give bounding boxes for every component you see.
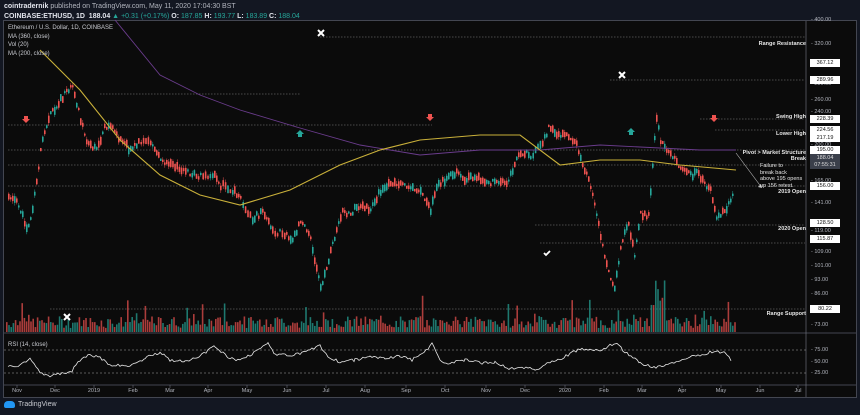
x-tick-label: Jul <box>794 388 802 394</box>
y-tick-label: - 260.00 <box>811 97 832 103</box>
low-value: 183.89 <box>245 13 268 20</box>
x-tick-label: Sep <box>401 388 411 394</box>
label-pivot-break: Break <box>790 156 806 162</box>
y-tick-label: - 400.00 <box>811 17 832 23</box>
x-tick-label: Aug <box>360 388 370 394</box>
label-2019-open: 2019 Open <box>778 189 806 195</box>
label-lower-high: Lower High <box>776 131 806 137</box>
note-line: Failure to <box>760 163 783 169</box>
y-tick-label: - 165.00 <box>811 178 832 184</box>
x-icon <box>63 313 71 321</box>
legend-volume[interactable]: Vol (20) <box>8 42 29 48</box>
open-value: 187.85 <box>181 13 203 20</box>
check-icon <box>543 250 551 257</box>
price-level-label: 228.39 <box>810 115 840 123</box>
y-tick-label: - 320.00 <box>811 41 832 47</box>
x-tick-label: May <box>715 388 727 394</box>
legend-title: Ethereum / U.S. Dollar, 1D, COINBASE <box>8 25 114 31</box>
y-tick-label: - 86.00 <box>811 291 829 297</box>
arrow-up-icon <box>627 128 635 135</box>
price-level-label: 217.19 <box>810 134 840 142</box>
x-tick-label: Apr <box>203 388 213 394</box>
chart-legend: Ethereum / U.S. Dollar, 1D, COINBASE MA … <box>8 24 113 58</box>
high-label: H: <box>204 13 212 20</box>
legend-ma200[interactable]: MA (200, close) <box>8 50 50 57</box>
x-icon <box>618 71 626 79</box>
change: +0.31 (+0.17%) <box>121 13 170 20</box>
x-tick-label: Mar <box>637 388 647 394</box>
price-level-label: 195.00 <box>810 146 840 154</box>
up-triangle-icon: ▲ <box>112 13 120 20</box>
y-tick-label: - 109.00 <box>811 249 832 255</box>
price-level-label: 07:55:31 <box>810 161 840 169</box>
tradingview-logo[interactable]: TradingView <box>4 401 57 408</box>
x-tick-label: May <box>241 388 253 394</box>
x-tick-label: 2019 <box>87 388 101 394</box>
last-price: 188.04 <box>88 13 111 20</box>
arrow-up-icon <box>296 130 304 137</box>
label-range-resistance: Range Resistance <box>758 41 806 47</box>
rsi-legend[interactable]: RSI (14, close) <box>8 342 48 348</box>
price-level-label: 156.00 <box>810 182 840 190</box>
x-tick-label: Oct <box>440 388 450 394</box>
label-2020-open: 2020 Open <box>778 226 806 232</box>
arrow-down-icon <box>22 116 30 123</box>
arrow-down-icon <box>710 115 718 122</box>
x-tick-label: Nov <box>12 388 22 394</box>
y-tick-label: - 141.00 <box>811 200 832 206</box>
price-level-label: 224.56 <box>810 126 840 134</box>
symbol: COINBASE:ETHUSD, 1D <box>4 13 85 20</box>
cloud-icon <box>4 401 15 408</box>
x-tick-label: Apr <box>677 388 687 394</box>
x-tick-label: Jun <box>755 388 765 394</box>
price-level-label: 80.22 <box>810 305 840 313</box>
label-pivot: Pivot > Market Structure <box>742 150 806 156</box>
x-tick-label: Dec <box>520 388 530 394</box>
open-label: O: <box>171 13 180 20</box>
brand-name: TradingView <box>18 401 57 408</box>
y-tick-label: - 200.00 <box>811 142 832 148</box>
note-failure: Failure to break back above 195 opens up… <box>760 163 802 189</box>
x-icon <box>317 29 325 37</box>
note-line: above 195 opens <box>760 176 803 182</box>
y-tick-label: - 280.00 <box>811 81 832 87</box>
label-swing-high: Swing High <box>776 114 806 120</box>
x-tick-label: Nov <box>481 388 491 394</box>
arrow-down-icon <box>426 114 434 121</box>
published-text: published on TradingView.com, May 11, 20… <box>50 3 236 10</box>
x-tick-label: Feb <box>128 388 138 394</box>
y-tick-label: - 25.00 <box>811 370 829 376</box>
low-label: L: <box>237 13 244 20</box>
price-level-label: 289.96 <box>810 76 840 84</box>
x-tick-label: Jul <box>322 388 330 394</box>
x-tick-label: Jun <box>282 388 292 394</box>
y-tick-label: - 75.00 <box>811 347 829 353</box>
legend-ma360[interactable]: MA (360, close) <box>8 33 50 40</box>
price-level-label: 128.50 <box>810 219 840 227</box>
x-tick-label: Dec <box>50 388 60 394</box>
price-level-label: 367.12 <box>810 59 840 67</box>
chart-header: cointradernik published on TradingView.c… <box>4 2 300 22</box>
label-range-support: Range Support <box>766 311 806 317</box>
note-line: up 156 retest. <box>760 182 794 189</box>
close-label: C: <box>269 13 277 20</box>
y-tick-label: - 73.00 <box>811 322 829 328</box>
high-value: 193.77 <box>213 13 236 20</box>
y-tick-label: - 50.00 <box>811 359 829 365</box>
y-tick-label: - 240.00 <box>811 109 832 115</box>
y-tick-label: - 119.00 <box>811 228 831 234</box>
close-value: 188.04 <box>278 13 300 20</box>
price-level-label: 188.04 <box>810 154 840 162</box>
y-tick-label: - 93.00 <box>811 277 829 283</box>
x-tick-label: Mar <box>165 388 175 394</box>
y-tick-label: - 101.00 <box>811 263 832 269</box>
price-level-label: 115.87 <box>810 235 840 243</box>
author[interactable]: cointradernik <box>4 3 49 10</box>
x-tick-label: Feb <box>599 388 609 394</box>
note-line: break back <box>760 169 787 176</box>
x-tick-label: 2020 <box>558 388 572 394</box>
